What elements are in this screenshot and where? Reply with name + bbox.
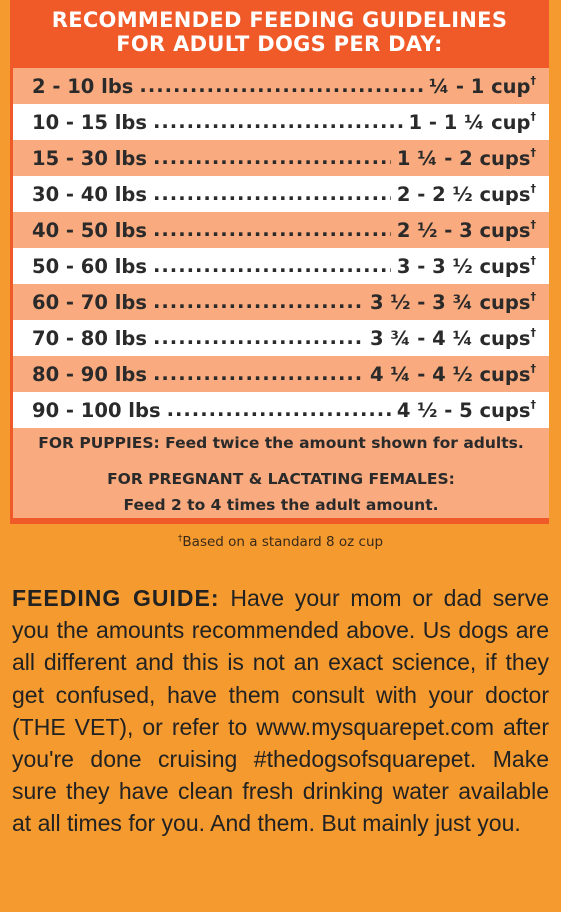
feeding-guidelines-panel: RECOMMENDED FEEDING GUIDELINES FOR ADULT…: [10, 0, 549, 524]
row-weight: 10 - 15 lbs: [32, 110, 147, 134]
puppies-note: FOR PUPPIES: Feed twice the amount shown…: [38, 434, 524, 452]
dot-leader: ........................................…: [152, 362, 364, 385]
dot-leader: ........................................…: [152, 254, 391, 277]
panel-title-line-1: RECOMMENDED FEEDING GUIDELINES: [51, 8, 508, 32]
pregnant-note-line-2: Feed 2 to 4 times the adult amount.: [123, 496, 439, 514]
dot-leader: ........................................…: [152, 326, 364, 349]
row-amount: 2 - 2 ½ cups†: [396, 182, 537, 206]
dagger-mark: †: [530, 110, 537, 123]
dagger-mark: †: [177, 534, 183, 544]
table-row: 15 - 30 lbs ............................…: [13, 140, 549, 176]
dagger-mark: †: [530, 182, 537, 195]
dot-leader: ........................................…: [152, 182, 391, 205]
row-amount: 3 - 3 ½ cups†: [396, 254, 537, 278]
row-amount: 1 ¼ - 2 cups†: [396, 146, 537, 170]
dot-leader: ........................................…: [152, 290, 364, 313]
row-weight: 70 - 80 lbs: [32, 326, 147, 350]
feeding-guide-body: Have your mom or dad serve you the amoun…: [12, 585, 549, 837]
table-row: 60 - 70 lbs ............................…: [13, 284, 549, 320]
dagger-mark: †: [530, 218, 537, 231]
row-amount: 1 - 1 ¼ cup†: [408, 110, 537, 134]
row-amount: 4 ½ - 5 cups†: [396, 398, 537, 422]
dot-leader: ........................................…: [166, 398, 391, 421]
dagger-mark: †: [530, 254, 537, 267]
row-weight: 60 - 70 lbs: [32, 290, 147, 314]
table-row: 90 - 100 lbs ...........................…: [13, 392, 549, 428]
table-row: 30 - 40 lbs ............................…: [13, 176, 549, 212]
table-row: 40 - 50 lbs ............................…: [13, 212, 549, 248]
table-row: 50 - 60 lbs ............................…: [13, 248, 549, 284]
feeding-table: 2 - 10 lbs .............................…: [13, 68, 549, 428]
panel-title-line-2: FOR ADULT DOGS PER DAY:: [116, 32, 443, 56]
row-weight: 30 - 40 lbs: [32, 182, 147, 206]
row-amount: ¼ - 1 cup†: [428, 74, 537, 98]
panel-title: RECOMMENDED FEEDING GUIDELINES FOR ADULT…: [10, 8, 549, 56]
dagger-mark: †: [530, 398, 537, 411]
row-weight: 80 - 90 lbs: [32, 362, 147, 386]
feeding-guide-paragraph: FEEDING GUIDE: Have your mom or dad serv…: [12, 582, 549, 840]
dagger-mark: †: [530, 74, 537, 87]
row-weight: 40 - 50 lbs: [32, 218, 147, 242]
row-amount: 2 ½ - 3 cups†: [396, 218, 537, 242]
dot-leader: ........................................…: [152, 110, 403, 133]
row-weight: 2 - 10 lbs: [32, 74, 134, 98]
special-feeding-notes: FOR PUPPIES: Feed twice the amount shown…: [13, 428, 549, 518]
row-weight: 50 - 60 lbs: [32, 254, 147, 278]
table-row: 2 - 10 lbs .............................…: [13, 68, 549, 104]
cup-footnote: †Based on a standard 8 oz cup: [0, 534, 561, 550]
table-row: 80 - 90 lbs ............................…: [13, 356, 549, 392]
row-amount: 3 ½ - 3 ¾ cups†: [369, 290, 537, 314]
table-row: 10 - 15 lbs ............................…: [13, 104, 549, 140]
dot-leader: ........................................…: [139, 74, 423, 97]
row-amount: 4 ¼ - 4 ½ cups†: [369, 362, 537, 386]
pregnant-note: FOR PREGNANT & LACTATING FEMALES: Feed 2…: [13, 466, 549, 518]
dagger-mark: †: [530, 146, 537, 159]
dagger-mark: †: [530, 362, 537, 375]
table-row: 70 - 80 lbs ............................…: [13, 320, 549, 356]
dot-leader: ........................................…: [152, 218, 391, 241]
dagger-mark: †: [530, 290, 537, 303]
dagger-mark: †: [530, 326, 537, 339]
footnote-text: Based on a standard 8 oz cup: [182, 534, 384, 550]
row-weight: 15 - 30 lbs: [32, 146, 147, 170]
dot-leader: ........................................…: [152, 146, 391, 169]
row-weight: 90 - 100 lbs: [32, 398, 161, 422]
feeding-guide-lead: FEEDING GUIDE:: [12, 585, 220, 611]
pregnant-note-line-1: FOR PREGNANT & LACTATING FEMALES:: [107, 470, 455, 488]
row-amount: 3 ¾ - 4 ¼ cups†: [369, 326, 537, 350]
